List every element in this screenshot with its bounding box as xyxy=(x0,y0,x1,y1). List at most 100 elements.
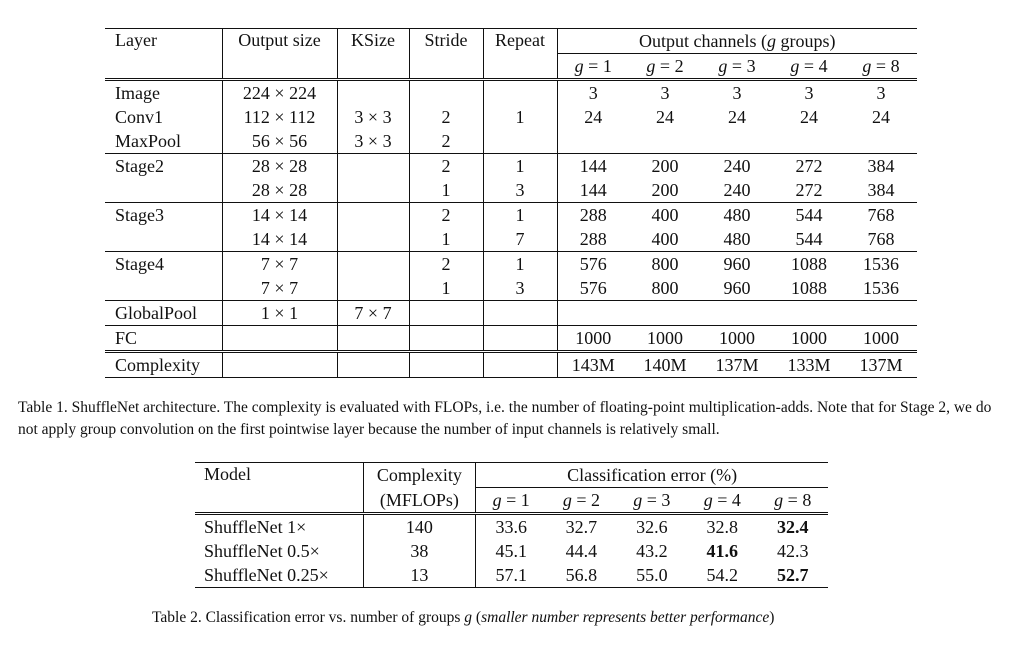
header-model: Model xyxy=(195,462,364,514)
cell-complexity: 133M xyxy=(773,350,845,378)
cell-layer: Stage3 xyxy=(105,202,223,227)
cell-stride: 2 xyxy=(409,105,484,129)
cell-ksize: 7 × 7 xyxy=(337,300,410,326)
cell-channels: 544 xyxy=(795,229,823,249)
g-var: g xyxy=(574,56,584,76)
cell-repeat xyxy=(483,300,558,326)
cell-error-best: 41.6 xyxy=(706,541,739,561)
g-var: g xyxy=(646,56,656,76)
cell-channels: 1000 xyxy=(701,325,773,352)
cell-complexity: 137M xyxy=(845,350,917,378)
header-classification-error: Classification error (%) xyxy=(475,462,828,488)
cell-repeat: 1 xyxy=(483,105,558,129)
cell-layer: Stage4 xyxy=(105,251,223,276)
cell-stride: 1 xyxy=(409,276,484,301)
cell-ksize xyxy=(337,78,410,105)
g-equals: = xyxy=(501,490,521,510)
header-g-3: g = 3 xyxy=(701,53,773,80)
cell-channels: 768 xyxy=(867,229,895,249)
cell-channels: 1000 xyxy=(629,325,701,352)
cell-repeat: 7 xyxy=(483,227,558,252)
cell-channels: 24 xyxy=(584,107,603,127)
g-value: 2 xyxy=(674,56,684,76)
cell-channels: 1088 xyxy=(791,278,827,298)
g-value: 1 xyxy=(520,490,530,510)
cell-channels xyxy=(629,129,701,154)
table-row: 14 × 14 1 7 288 400 480 544 768 xyxy=(105,227,917,252)
table1-caption: Table 1. ShuffleNet architecture. The co… xyxy=(18,399,992,438)
cell-channels: 3 xyxy=(557,78,629,105)
cell-channels: 1000 xyxy=(557,325,629,352)
cell-empty xyxy=(483,350,558,378)
g-var: g xyxy=(790,56,800,76)
cell-empty xyxy=(222,350,338,378)
cell-error: 44.4 xyxy=(565,541,598,561)
table-row: Image 224 × 224 3 3 3 3 3 xyxy=(105,78,917,105)
cell-stride: 1 xyxy=(409,227,484,252)
header-g-2: g = 2 xyxy=(546,487,617,514)
g-value: 4 xyxy=(818,56,828,76)
header-g-4: g = 4 xyxy=(773,53,845,80)
cell-error: 43.2 xyxy=(636,541,668,561)
cell-error: 42.3 xyxy=(777,541,809,561)
cell-channels: 24 xyxy=(656,107,674,127)
cell-repeat: 1 xyxy=(483,251,558,276)
cell-output-size xyxy=(222,325,338,352)
cell-output-size: 14 × 14 xyxy=(222,202,338,227)
header-ksize: KSize xyxy=(337,28,410,80)
cell-repeat xyxy=(483,325,558,352)
cell-channels: 960 xyxy=(723,278,751,298)
cell-repeat: 3 xyxy=(483,178,558,203)
cell-stride: 2 xyxy=(409,251,484,276)
header-complexity-unit: (MFLOPs) xyxy=(363,487,477,514)
g-var: g xyxy=(492,490,502,510)
cell-error: 57.1 xyxy=(475,563,547,588)
header-g-8: g = 8 xyxy=(845,53,917,80)
cell-error-best: 32.4 xyxy=(757,512,828,539)
cell-channels: 3 xyxy=(845,78,917,105)
cell-layer: FC xyxy=(105,325,223,352)
cell-ksize xyxy=(337,276,410,301)
cell-channels: 24 xyxy=(800,107,818,127)
cell-model: ShuffleNet 0.5× xyxy=(195,539,364,563)
cell-output-size: 1 × 1 xyxy=(222,300,338,326)
cell-empty xyxy=(409,350,484,378)
cell-channels: 1000 xyxy=(773,325,845,352)
g-value: 8 xyxy=(890,56,900,76)
cell-channels: 272 xyxy=(795,180,823,200)
header-g-3: g = 3 xyxy=(616,487,688,514)
g-var: g xyxy=(774,490,784,510)
cell-channels: 3 xyxy=(773,78,845,105)
cell-channels: 144 xyxy=(579,180,607,200)
cell-ksize xyxy=(337,153,410,178)
cell-ksize xyxy=(337,251,410,276)
cell-complexity: 38 xyxy=(363,539,477,563)
header-complexity: Complexity xyxy=(363,462,477,488)
cell-channels: 3 xyxy=(701,78,773,105)
cell-output-size: 56 × 56 xyxy=(222,129,338,154)
cell-channels: 1536 xyxy=(845,251,917,276)
g-value: 3 xyxy=(661,490,671,510)
table-row: ShuffleNet 1× 140 33.6 32.7 32.6 32.8 32.4 xyxy=(195,512,828,539)
cell-layer xyxy=(105,227,223,252)
caption-var: g xyxy=(464,609,473,626)
caption-prefix: Table 2. Classification error vs. number… xyxy=(152,609,465,626)
cell-channels: 200 xyxy=(629,153,701,178)
g-equals: = xyxy=(712,490,732,510)
cell-channels xyxy=(557,129,629,154)
cell-channels: 400 xyxy=(629,202,701,227)
header-output-channels: Output channels (g groups) xyxy=(557,28,917,54)
g-var: g xyxy=(703,490,713,510)
cell-channels: 544 xyxy=(773,202,845,227)
cell-layer xyxy=(105,178,223,203)
cell-layer: Stage2 xyxy=(105,153,223,178)
table-header-row: Model Complexity Classification error (%… xyxy=(195,462,828,514)
cell-channels: 960 xyxy=(701,251,773,276)
table2-caption: Table 2. Classification error vs. number… xyxy=(152,609,775,626)
cell-stride: 2 xyxy=(409,202,484,227)
cell-error: 32.8 xyxy=(687,512,758,539)
g-var: g xyxy=(562,490,572,510)
cell-channels xyxy=(845,300,917,326)
